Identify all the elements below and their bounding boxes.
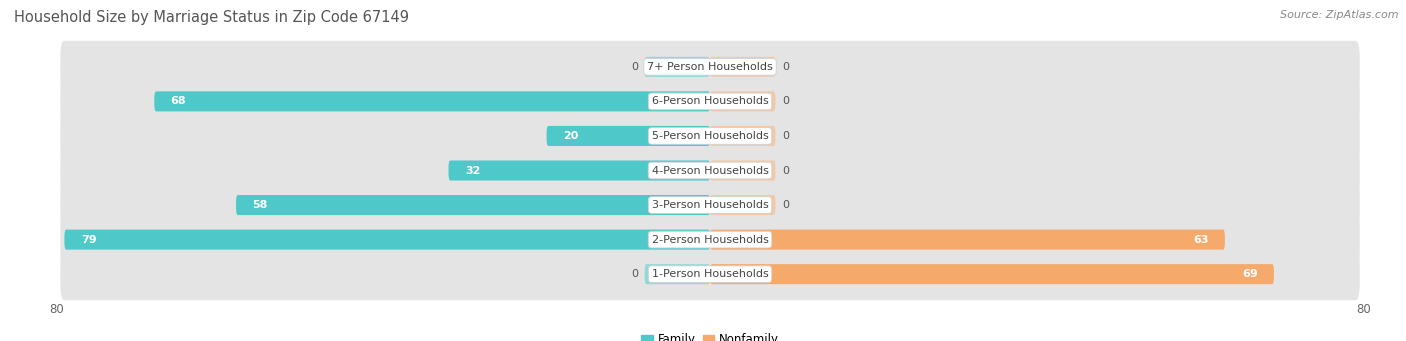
FancyBboxPatch shape	[155, 91, 710, 112]
Text: Source: ZipAtlas.com: Source: ZipAtlas.com	[1281, 10, 1399, 20]
FancyBboxPatch shape	[60, 75, 1360, 128]
Text: 20: 20	[562, 131, 578, 141]
Text: 1-Person Households: 1-Person Households	[651, 269, 769, 279]
Text: 0: 0	[631, 269, 638, 279]
FancyBboxPatch shape	[60, 41, 1360, 93]
Text: 2-Person Households: 2-Person Households	[651, 235, 769, 244]
FancyBboxPatch shape	[60, 145, 1360, 196]
Text: 58: 58	[252, 200, 267, 210]
FancyBboxPatch shape	[710, 126, 776, 146]
Text: 0: 0	[782, 200, 789, 210]
FancyBboxPatch shape	[644, 264, 710, 284]
Text: 68: 68	[170, 97, 186, 106]
FancyBboxPatch shape	[644, 57, 710, 77]
Text: 63: 63	[1194, 235, 1209, 244]
FancyBboxPatch shape	[65, 229, 710, 250]
FancyBboxPatch shape	[710, 229, 1225, 250]
FancyBboxPatch shape	[710, 161, 776, 180]
Text: 4-Person Households: 4-Person Households	[651, 165, 769, 176]
Text: 5-Person Households: 5-Person Households	[651, 131, 769, 141]
Text: 3-Person Households: 3-Person Households	[651, 200, 769, 210]
FancyBboxPatch shape	[60, 213, 1360, 266]
Text: 0: 0	[782, 62, 789, 72]
FancyBboxPatch shape	[60, 110, 1360, 162]
FancyBboxPatch shape	[710, 91, 776, 112]
FancyBboxPatch shape	[710, 57, 776, 77]
Text: 0: 0	[631, 62, 638, 72]
Text: 69: 69	[1241, 269, 1257, 279]
Text: 0: 0	[782, 97, 789, 106]
FancyBboxPatch shape	[60, 179, 1360, 231]
Text: 79: 79	[80, 235, 97, 244]
Legend: Family, Nonfamily: Family, Nonfamily	[637, 329, 783, 341]
FancyBboxPatch shape	[547, 126, 710, 146]
FancyBboxPatch shape	[710, 195, 776, 215]
Text: 7+ Person Households: 7+ Person Households	[647, 62, 773, 72]
Text: 0: 0	[782, 131, 789, 141]
Text: 0: 0	[782, 165, 789, 176]
Text: Household Size by Marriage Status in Zip Code 67149: Household Size by Marriage Status in Zip…	[14, 10, 409, 25]
Text: 32: 32	[465, 165, 481, 176]
FancyBboxPatch shape	[449, 161, 710, 180]
FancyBboxPatch shape	[710, 264, 1274, 284]
FancyBboxPatch shape	[60, 248, 1360, 300]
Text: 6-Person Households: 6-Person Households	[651, 97, 769, 106]
FancyBboxPatch shape	[236, 195, 710, 215]
